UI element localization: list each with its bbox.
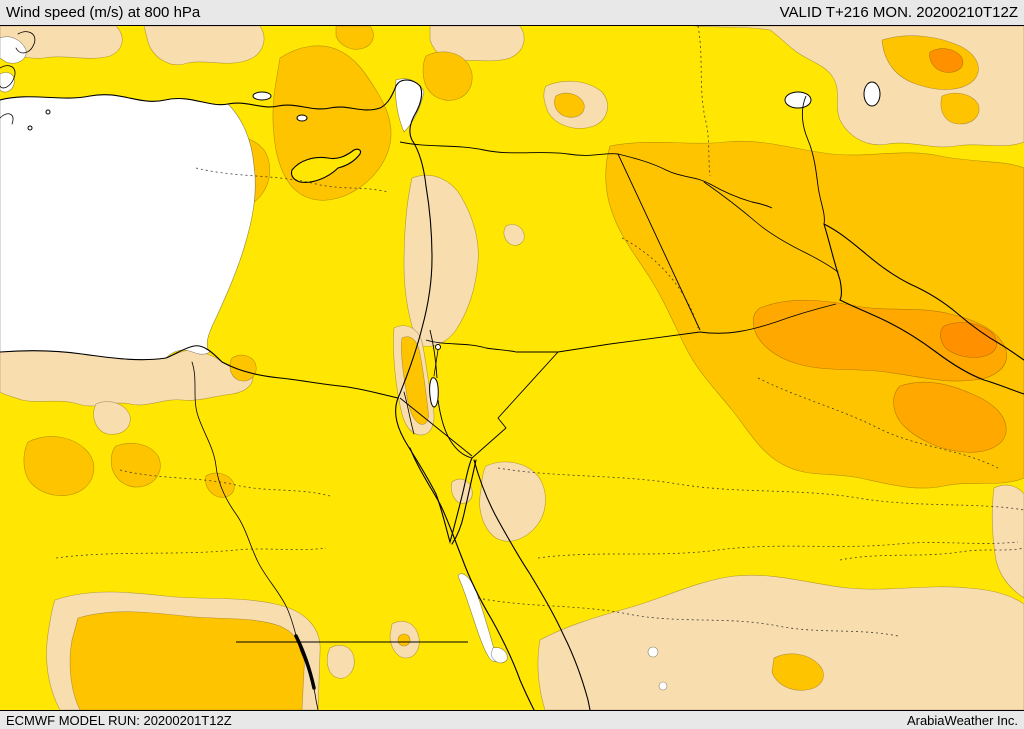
euphrates-river (703, 181, 839, 273)
mediterranean-coastline (0, 79, 433, 399)
model-run-label: ECMWF MODEL RUN: 20200201T12Z (6, 712, 232, 728)
gulf-of-aqaba-coast (451, 459, 477, 545)
map-canvas (0, 26, 1024, 710)
deepest-orange-cores (929, 48, 997, 358)
attribution-label: ArabiaWeather Inc. (906, 712, 1018, 728)
lake-nasser (294, 634, 316, 690)
sea-of-galilee (435, 344, 441, 350)
lake-tuz (252, 91, 272, 101)
bottom-right-tan-area (537, 574, 1024, 710)
dotted-regional-boundaries (55, 26, 1024, 637)
header-bar: Wind speed (m/s) at 800 hPa VALID T+216 … (0, 0, 1024, 26)
valid-time-label: VALID T+216 MON. 20200210T12Z (779, 4, 1018, 21)
calm-white-areas (0, 36, 668, 691)
iraq-saudi-border (699, 303, 837, 334)
lakes (252, 81, 881, 408)
turkey-syria-border (399, 141, 773, 209)
syria-jordan-border (425, 339, 558, 353)
dark-orange-cores (752, 299, 1007, 453)
red-sea-east-coast (473, 459, 591, 710)
persian-gulf-south-coast (839, 299, 1024, 395)
lake-van (784, 91, 812, 109)
jordan-saudi-border (471, 331, 701, 459)
levant-tan-area (403, 174, 479, 347)
egypt-israel-border (399, 397, 473, 457)
dead-sea (429, 377, 439, 408)
persian-gulf-north-coast (823, 223, 1024, 361)
sinai-coastline (395, 397, 473, 545)
suez-canal (403, 391, 415, 435)
footer-bar: ECMWF MODEL RUN: 20200201T12Z ArabiaWeat… (0, 710, 1024, 729)
red-sea-west-coast (409, 447, 535, 710)
wind-speed-map-svg (0, 26, 1024, 710)
iraq-iran-border (801, 95, 825, 225)
map-title: Wind speed (m/s) at 800 hPa (6, 4, 201, 21)
nile-valley-orange-streak (401, 336, 429, 425)
bottom-left-orange-core (69, 611, 305, 710)
nile-river (191, 361, 319, 710)
coastlines (0, 31, 1024, 710)
cyprus-island (290, 148, 362, 183)
lake-urmia (863, 81, 881, 107)
